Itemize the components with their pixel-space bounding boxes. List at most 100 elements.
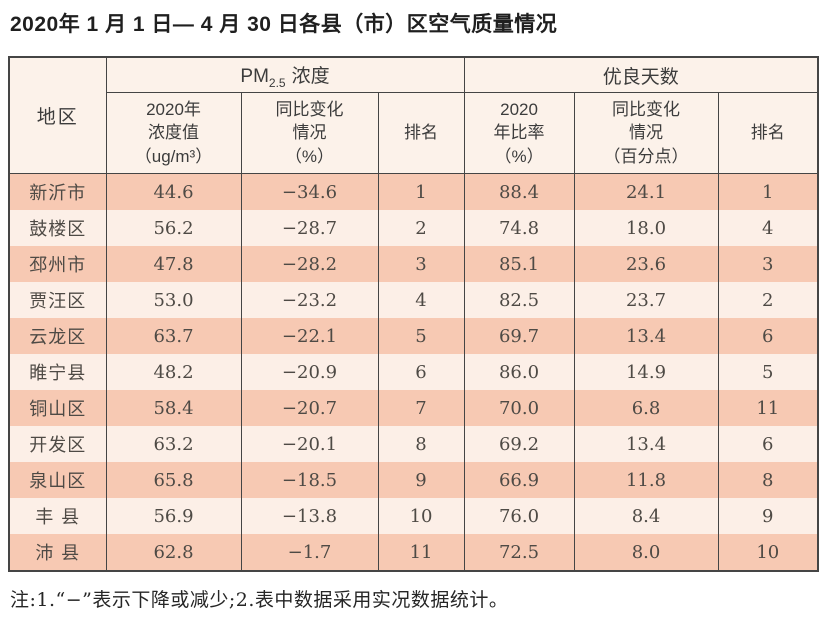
table-row: 铜山区 58.4 −20.7 7 70.0 6.8 11	[8, 390, 819, 427]
pm-change-cell: −18.5	[240, 462, 379, 499]
good-rate-cell: 74.8	[463, 210, 575, 247]
good-rate-cell: 76.0	[463, 498, 575, 535]
pm-change-cell: −28.2	[240, 246, 379, 283]
pm-value-cell: 44.6	[105, 173, 242, 211]
pm-rank-cell: 1	[377, 173, 465, 211]
group-header-row: 地区 PM2.5 浓度 优良天数	[8, 57, 819, 175]
air-quality-table: 地区 PM2.5 浓度 优良天数 2020年 浓度值 （ug/m³） 同比变化 情…	[8, 56, 820, 573]
good-rate-cell: 85.1	[463, 246, 575, 283]
good-rate-cell: 72.5	[463, 534, 575, 572]
pm-value-cell: 63.2	[105, 426, 242, 463]
good-rank-cell: 10	[717, 534, 819, 572]
region-cell: 丰 县	[8, 498, 107, 535]
pm-change-cell: −20.9	[240, 354, 379, 391]
region-cell: 邳州市	[8, 246, 107, 283]
good-rate-cell: 82.5	[463, 282, 575, 319]
good-change-cell: 11.8	[573, 462, 719, 499]
good-rank-cell: 4	[717, 210, 819, 247]
pm-rank-cell: 10	[377, 498, 465, 535]
good-change-cell: 14.9	[573, 354, 719, 391]
good-change-cell: 18.0	[573, 210, 719, 247]
pm-value-cell: 53.0	[105, 282, 242, 319]
pm-change-cell: −23.2	[240, 282, 379, 319]
good-rank-cell: 9	[717, 498, 819, 535]
pm-change-cell: −34.6	[240, 173, 379, 211]
good-rate-cell: 88.4	[463, 173, 575, 211]
good-change-cell: 8.4	[573, 498, 719, 535]
table-body: 新沂市 44.6 −34.6 1 88.4 24.1 1 鼓楼区 56.2 −28.7 2 74.8 1…	[8, 173, 819, 572]
good-rank-cell: 1	[717, 173, 819, 211]
footnote: 注:1.“−”表示下降或减少;2.表中数据采用实况数据统计。	[10, 589, 509, 612]
good-days-group-header: 优良天数	[463, 57, 819, 94]
region-cell: 沛 县	[8, 534, 107, 572]
pm-value-cell: 56.9	[105, 498, 242, 535]
pm-value-cell: 65.8	[105, 462, 242, 499]
good-rank-cell: 6	[717, 318, 819, 355]
pm-change-cell: −20.7	[240, 390, 379, 427]
pm-rank-column-header: 排名	[377, 92, 465, 175]
page-title: 2020年 1 月 1 日— 4 月 30 日各县（市）区空气质量情况	[10, 13, 558, 36]
pm-value-column-header: 2020年 浓度值 （ug/m³）	[105, 92, 242, 175]
good-change-cell: 13.4	[573, 426, 719, 463]
pm-value-cell: 48.2	[105, 354, 242, 391]
pm-value-cell: 63.7	[105, 318, 242, 355]
good-rank-cell: 5	[717, 354, 819, 391]
pm-rank-cell: 4	[377, 282, 465, 319]
table-row: 邳州市 47.8 −28.2 3 85.1 23.6 3	[8, 246, 819, 283]
table-row: 睢宁县 48.2 −20.9 6 86.0 14.9 5	[8, 354, 819, 391]
region-cell: 开发区	[8, 426, 107, 463]
region-column-header: 地区	[8, 57, 107, 175]
region-cell: 泉山区	[8, 462, 107, 499]
pm-rank-cell: 7	[377, 390, 465, 427]
pm-change-cell: −20.1	[240, 426, 379, 463]
good-change-cell: 13.4	[573, 318, 719, 355]
good-rate-cell: 86.0	[463, 354, 575, 391]
sub-header-row: 2020年 浓度值 （ug/m³） 同比变化 情况 （%） 排名 2020 年比…	[9, 92, 819, 175]
region-cell: 睢宁县	[8, 354, 107, 391]
good-rank-cell: 3	[717, 246, 819, 283]
good-change-cell: 6.8	[573, 390, 719, 427]
pm-rank-cell: 2	[377, 210, 465, 247]
pm-change-cell: −22.1	[240, 318, 379, 355]
region-cell: 鼓楼区	[8, 210, 107, 247]
pm-rank-cell: 11	[377, 534, 465, 572]
table-row: 云龙区 63.7 −22.1 5 69.7 13.4 6	[8, 318, 819, 355]
good-rate-cell: 69.7	[463, 318, 575, 355]
pm-change-cell: −28.7	[240, 210, 379, 247]
good-rate-cell: 66.9	[463, 462, 575, 499]
region-cell: 新沂市	[8, 173, 107, 211]
region-cell: 云龙区	[8, 318, 107, 355]
pm-value-cell: 62.8	[105, 534, 242, 572]
table-row: 新沂市 44.6 −34.6 1 88.4 24.1 1	[8, 173, 819, 211]
good-rank-column-header: 排名	[717, 92, 819, 175]
good-change-column-header: 同比变化 情况 （百分点）	[573, 92, 719, 175]
pm-change-cell: −13.8	[240, 498, 379, 535]
good-rank-cell: 2	[717, 282, 819, 319]
pm-rank-cell: 6	[377, 354, 465, 391]
pm25-label-prefix: PM	[240, 65, 269, 87]
pm-value-cell: 56.2	[105, 210, 242, 247]
pm25-label-suffix: 浓度	[291, 65, 330, 87]
pm-rank-cell: 9	[377, 462, 465, 499]
pm-change-column-header: 同比变化 情况 （%）	[240, 92, 379, 175]
table-row: 丰 县 56.9 −13.8 10 76.0 8.4 9	[8, 498, 819, 535]
table-row: 开发区 63.2 −20.1 8 69.2 13.4 6	[8, 426, 819, 463]
good-change-cell: 24.1	[573, 173, 719, 211]
good-rank-cell: 6	[717, 426, 819, 463]
region-cell: 铜山区	[8, 390, 107, 427]
pm-value-cell: 47.8	[105, 246, 242, 283]
pm-change-cell: −1.7	[240, 534, 379, 572]
table-row: 鼓楼区 56.2 −28.7 2 74.8 18.0 4	[8, 210, 819, 247]
good-rank-cell: 11	[717, 390, 819, 427]
pm-rank-cell: 8	[377, 426, 465, 463]
pm25-group-header: PM2.5 浓度	[105, 57, 465, 94]
good-rate-cell: 70.0	[463, 390, 575, 427]
table-row: 泉山区 65.8 −18.5 9 66.9 11.8 8	[8, 462, 819, 499]
table-row: 贾汪区 53.0 −23.2 4 82.5 23.7 2	[8, 282, 819, 319]
good-rate-cell: 69.2	[463, 426, 575, 463]
good-rank-cell: 8	[717, 462, 819, 499]
good-change-cell: 23.6	[573, 246, 719, 283]
pm-rank-cell: 3	[377, 246, 465, 283]
pm-value-cell: 58.4	[105, 390, 242, 427]
good-change-cell: 8.0	[573, 534, 719, 572]
